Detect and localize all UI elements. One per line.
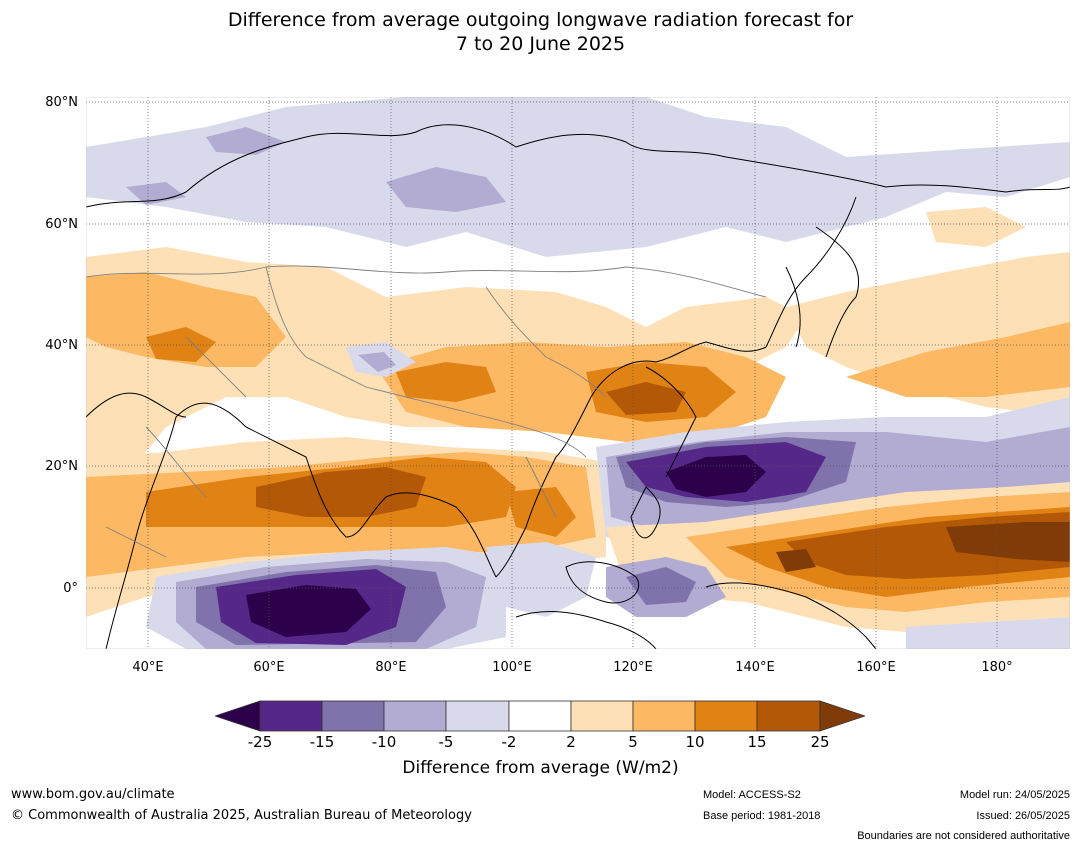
lat-label-40n: 40°N [45,338,78,353]
colorbar-swatch-6 [570,700,634,732]
copyright-text: © Commonwealth of Australia 2025, Austra… [11,808,472,823]
colorbar [215,700,865,732]
colorbar-tick-2: 2 [566,733,576,751]
colorbar-swatch-8 [694,700,758,732]
colorbar-extend-low [215,700,261,732]
colorbar-extend-high [819,700,865,732]
website-link[interactable]: www.bom.gov.au/climate [11,787,175,802]
lon-label-180: 180° [981,660,1013,675]
colorbar-swatch-3 [383,700,447,732]
title-line-1: Difference from average outgoing longwav… [227,9,854,31]
colorbar-tick-10: 10 [685,733,705,751]
colorbar-tick-neg10: -10 [371,733,397,751]
colorbar-swatch-5 [508,700,572,732]
colorbar-tick-5: 5 [628,733,638,751]
colorbar-label: Difference from average (W/m2) [402,758,679,778]
anomaly-region-arctic [86,97,1070,257]
colorbar-swatch-1 [259,700,323,732]
chart-title: Difference from average outgoing longwav… [0,8,1081,56]
anomaly-region-west-asia [86,272,286,367]
lon-label-40e: 40°E [132,660,164,675]
lat-label-60n: 60°N [45,217,78,232]
model-run-date: Model run: 24/05/2025 [959,789,1070,801]
colorbar-swatch-7 [632,700,696,732]
anomaly-region-china-strong [396,362,496,402]
lon-label-160e: 160°E [856,660,896,675]
lon-label-120e: 120°E [613,660,653,675]
colorbar-tick-neg25: -25 [247,733,273,751]
coastlines [86,124,1070,649]
lon-label-100e: 100°E [492,660,532,675]
lat-label-80n: 80°N [45,95,78,110]
colorbar-tick-neg5: -5 [438,733,454,751]
boundaries-disclaimer: Boundaries are not considered authoritat… [857,830,1070,842]
lat-label-20n: 20°N [45,459,78,474]
country-borders [86,265,767,558]
colorbar-swatch-4 [445,700,510,732]
lat-label-0: 0° [63,581,78,596]
title-line-2: 7 to 20 June 2025 [455,33,626,55]
model-name: Model: ACCESS-S2 [703,789,801,801]
colorbar-swatch-2 [321,700,385,732]
lon-label-80e: 80°E [375,660,407,675]
colorbar-tick-neg2: -2 [501,733,517,751]
colorbar-tick-neg15: -15 [309,733,335,751]
colorbar-tick-15: 15 [747,733,767,751]
colorbar-tick-25: 25 [810,733,830,751]
colorbar-swatch-9 [756,700,821,732]
base-period: Base period: 1981-2018 [703,810,821,822]
anomaly-region-siberia-medium [386,167,506,212]
issued-date: Issued: 26/05/2025 [976,810,1070,822]
lon-label-60e: 60°E [253,660,285,675]
olr-anomaly-map [86,97,1070,649]
lon-label-140e: 140°E [735,660,775,675]
